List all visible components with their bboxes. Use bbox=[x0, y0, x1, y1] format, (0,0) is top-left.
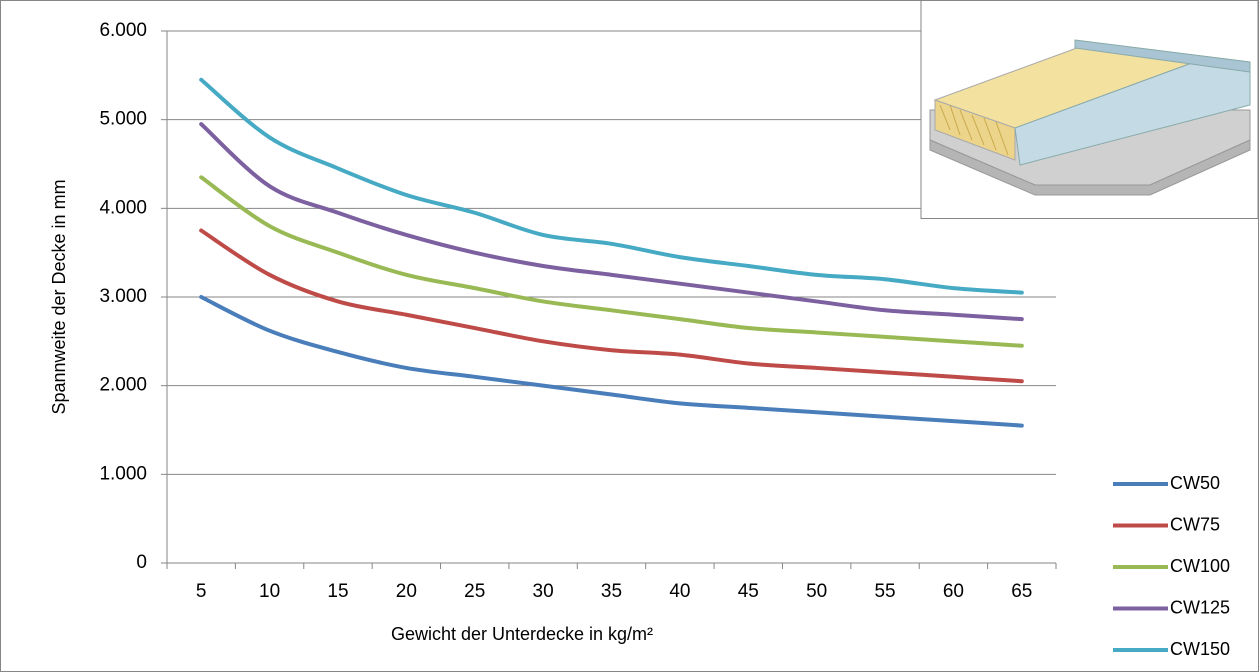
y-tick-label: 0 bbox=[136, 552, 147, 573]
legend-label: CW50 bbox=[1170, 473, 1220, 493]
x-tick-label: 45 bbox=[738, 581, 759, 602]
x-tick-label: 35 bbox=[601, 581, 622, 602]
y-tick-label: 2.000 bbox=[99, 375, 147, 396]
x-tick-label: 5 bbox=[196, 581, 207, 602]
y-tick-label: 1.000 bbox=[99, 463, 147, 484]
page: 0 1.000 2.000 3.000 4.000 5.000 6.000 5 10 15 20 25… bbox=[0, 0, 1259, 672]
legend-label: CW125 bbox=[1170, 597, 1230, 617]
x-tick-label: 60 bbox=[943, 581, 964, 602]
y-tick-label: 6.000 bbox=[99, 20, 147, 41]
legend-label: CW75 bbox=[1170, 514, 1220, 534]
chart: 0 1.000 2.000 3.000 4.000 5.000 6.000 5 10 15 20 25… bbox=[0, 0, 1259, 672]
x-tick-label: 40 bbox=[669, 581, 690, 602]
x-tick-label: 25 bbox=[464, 581, 485, 602]
y-tick-label: 4.000 bbox=[99, 197, 147, 218]
x-tick-label: 65 bbox=[1011, 581, 1032, 602]
y-tick-label: 5.000 bbox=[99, 109, 147, 130]
x-tick-label: 50 bbox=[806, 581, 827, 602]
legend-label: CW100 bbox=[1170, 556, 1230, 576]
y-axis-label: Spannweite der Decke in mm bbox=[49, 179, 69, 414]
inset-illustration bbox=[921, 1, 1258, 219]
x-tick-label: 55 bbox=[874, 581, 895, 602]
x-tick-label: 30 bbox=[533, 581, 554, 602]
x-tick-label: 20 bbox=[396, 581, 417, 602]
x-tick-label: 10 bbox=[259, 581, 280, 602]
x-axis-label: Gewicht der Unterdecke in kg/m² bbox=[391, 624, 653, 644]
y-tick-label: 3.000 bbox=[99, 286, 147, 307]
legend-label: CW150 bbox=[1170, 639, 1230, 659]
x-tick-label: 15 bbox=[327, 581, 348, 602]
